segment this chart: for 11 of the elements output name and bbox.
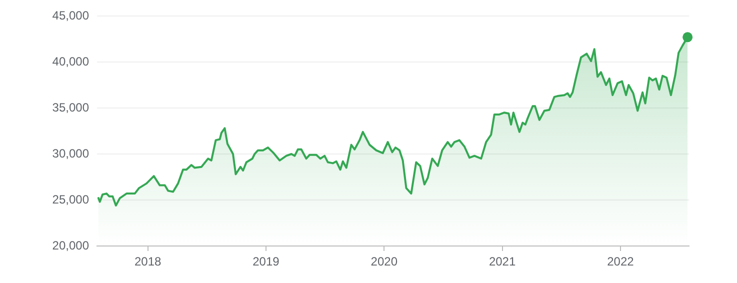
x-tick-label: 2022 — [607, 254, 634, 269]
y-tick-label: 30,000 — [52, 146, 90, 160]
y-tick-label: 35,000 — [52, 100, 90, 114]
y-tick-label: 25,000 — [52, 192, 90, 206]
y-tick-label: 20,000 — [52, 238, 90, 252]
y-tick-label: 45,000 — [52, 8, 90, 22]
x-tick-label: 2019 — [252, 254, 280, 269]
x-tick-label: 2020 — [370, 254, 398, 269]
y-tick-label: 40,000 — [52, 54, 90, 68]
x-tick-label: 2021 — [488, 254, 516, 269]
x-tick-label: 2018 — [134, 254, 162, 269]
